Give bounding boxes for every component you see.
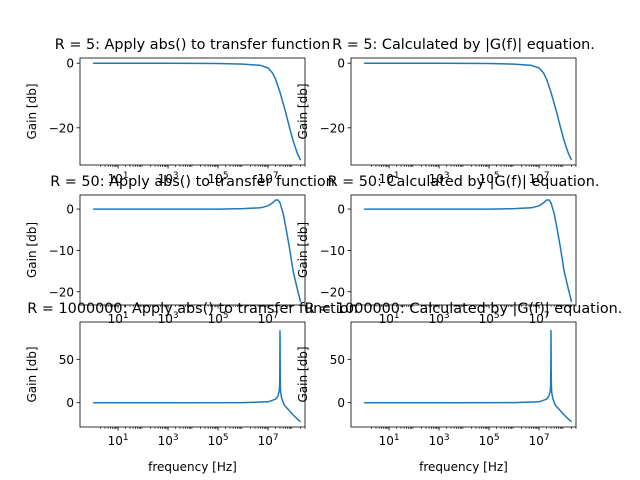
axes-frame: [79, 57, 306, 166]
axes-frame: [350, 321, 577, 428]
y-axis-label: Gain [db]: [25, 83, 39, 139]
y-tick-label: −20: [320, 121, 345, 135]
y-tick-label: −20: [49, 121, 74, 135]
x-axis-label: frequency [Hz]: [419, 460, 508, 474]
y-tick-label: 0: [66, 396, 74, 410]
x-tick-label: 105: [479, 433, 500, 448]
chart-title: R = 1000000: Calculated by |G(f)| equati…: [305, 301, 623, 317]
series-line: [93, 199, 302, 303]
series-line: [364, 62, 573, 161]
y-axis-label: Gain [db]: [296, 346, 310, 402]
x-tick-label: 103: [158, 433, 179, 448]
chart-title: R = 5: Apply abs() to transfer function: [55, 37, 330, 53]
y-tick-label: 0: [66, 203, 74, 217]
x-tick-label: 107: [258, 433, 279, 448]
x-tick-label: 101: [379, 433, 400, 448]
series-line: [364, 329, 573, 423]
chart-title: R = 50: Calculated by |G(f)| equation.: [328, 174, 600, 190]
y-tick-label: −20: [320, 285, 345, 299]
y-tick-label: −10: [320, 244, 345, 258]
subplot-6: 101 103 105 107 0 50 Gain [db] frequency [Hz] R …: [296, 301, 622, 474]
y-axis-label: Gain [db]: [296, 222, 310, 278]
x-tick-label: 105: [208, 433, 229, 448]
axes-frame: [350, 194, 577, 306]
y-tick-label: 50: [59, 353, 74, 367]
axes-frame: [79, 194, 306, 306]
series-line: [364, 199, 573, 303]
y-tick-label: 50: [330, 353, 345, 367]
series-line: [93, 62, 302, 161]
axes-frame: [350, 57, 577, 166]
y-tick-label: 0: [66, 57, 74, 71]
y-tick-label: −20: [49, 285, 74, 299]
y-axis-label: Gain [db]: [25, 222, 39, 278]
x-tick-label: 101: [108, 433, 129, 448]
y-tick-label: 0: [337, 57, 345, 71]
chart-title: R = 50: Apply abs() to transfer function: [50, 174, 335, 190]
y-axis-label: Gain [db]: [25, 346, 39, 402]
axes-frame: [79, 321, 306, 428]
chart-title: R = 5: Calculated by |G(f)| equation.: [332, 37, 595, 53]
subplot-5: 101 103 105 107 0 50 Gain [db] frequency [Hz] R …: [25, 301, 358, 474]
y-tick-label: 0: [337, 203, 345, 217]
x-axis-label: frequency [Hz]: [148, 460, 237, 474]
y-axis-label: Gain [db]: [296, 83, 310, 139]
x-tick-label: 107: [529, 433, 550, 448]
x-tick-label: 103: [429, 433, 450, 448]
y-tick-label: 0: [337, 396, 345, 410]
chart-title: R = 1000000: Apply abs() to transfer fun…: [27, 301, 357, 317]
y-tick-label: −10: [49, 244, 74, 258]
series-line: [93, 329, 302, 423]
